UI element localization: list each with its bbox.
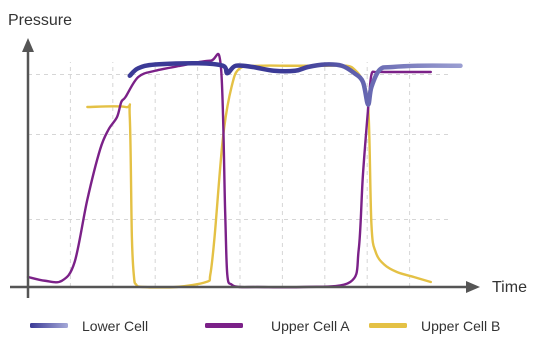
y-axis-arrow-icon (22, 38, 34, 52)
legend-item-upper-cell-a: Upper Cell A (205, 318, 350, 334)
legend-item-lower-cell: Lower Cell (30, 318, 148, 334)
series-line-upper-cell-a (26, 52, 432, 289)
series-line-upper-cell-b (86, 64, 432, 289)
legend-label-lower-cell: Lower Cell (82, 318, 148, 334)
legend-swatch-lower-cell (30, 323, 68, 328)
grid (28, 62, 452, 287)
series-layer (26, 52, 463, 289)
legend: Lower Cell Upper Cell A Upper Cell B (30, 318, 500, 334)
series-line-lower-cell (127, 60, 463, 107)
axes (10, 38, 480, 298)
y-axis-label: Pressure (8, 12, 72, 29)
legend-label-upper-cell-a: Upper Cell A (271, 318, 350, 334)
legend-swatch-upper-cell-b (369, 323, 407, 328)
x-axis-arrow-icon (466, 281, 480, 293)
legend-label-upper-cell-b: Upper Cell B (421, 318, 500, 334)
x-axis-label: Time (492, 279, 527, 296)
legend-swatch-upper-cell-a (205, 323, 243, 328)
legend-item-upper-cell-b: Upper Cell B (369, 318, 500, 334)
